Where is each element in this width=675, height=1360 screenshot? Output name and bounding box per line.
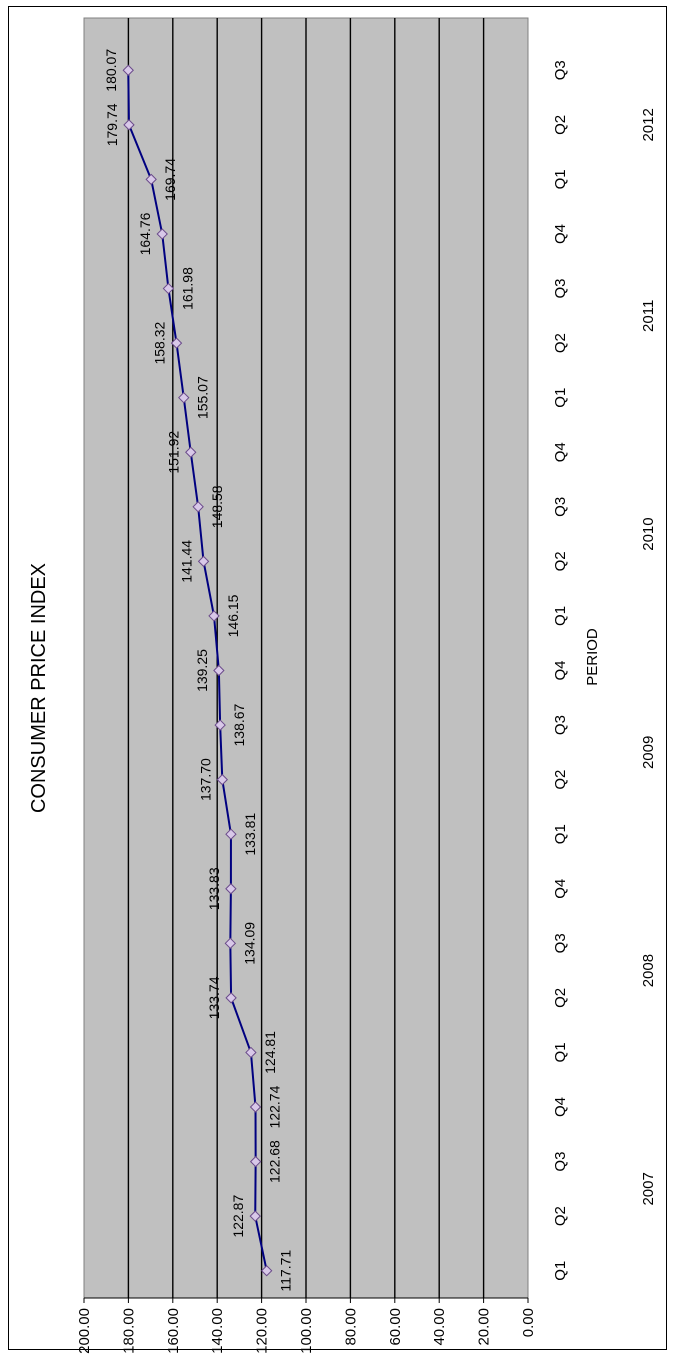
data-label: 155.07 (195, 376, 211, 419)
data-point (156, 228, 168, 240)
year-label: 2007 (640, 1172, 657, 1205)
data-point (162, 282, 175, 295)
x-tick-label: Q1 (552, 824, 569, 844)
data-label: 161.98 (179, 267, 195, 310)
data-label: 141.44 (179, 540, 195, 583)
x-tick-label: Q2 (552, 988, 569, 1008)
data-point (224, 937, 237, 950)
data-label: 124.81 (262, 1031, 278, 1074)
chart-title: CONSUMER PRICE INDEX (28, 563, 50, 813)
x-tick-label: Q4 (552, 1097, 569, 1117)
x-tick-label: Q2 (552, 115, 569, 135)
year-label: 2012 (640, 108, 657, 141)
year-label: 2010 (640, 517, 657, 550)
data-label: 133.83 (206, 867, 222, 910)
data-point (225, 883, 237, 895)
data-point (225, 992, 237, 1004)
x-tick-label: Q2 (552, 551, 569, 571)
x-tick-label: Q3 (552, 933, 569, 953)
data-point (122, 64, 134, 76)
data-point (197, 555, 210, 568)
data-point (245, 1046, 257, 1059)
data-label: 133.81 (242, 813, 258, 856)
data-point (192, 501, 204, 513)
data-point (214, 719, 226, 731)
data-label: 138.67 (231, 703, 247, 746)
data-label: 117.71 (278, 1250, 294, 1292)
data-label: 151.92 (166, 431, 182, 474)
y-tick-label: 80.00 (342, 1308, 359, 1346)
y-tick-label: 60.00 (387, 1308, 404, 1346)
data-point (260, 1265, 273, 1277)
data-label: 158.32 (152, 321, 168, 364)
x-tick-label: Q3 (552, 60, 569, 80)
x-tick-label: Q4 (552, 224, 569, 244)
data-point (225, 828, 237, 840)
year-label: 2011 (640, 300, 657, 332)
data-point (178, 391, 190, 404)
data-label: 164.76 (137, 212, 153, 255)
y-tick-label: 180.00 (120, 1308, 137, 1354)
data-point (208, 610, 220, 622)
data-label: 122.87 (230, 1195, 246, 1238)
y-tick-label: 20.00 (476, 1308, 493, 1346)
data-label: 148.58 (209, 485, 225, 528)
year-label: 2008 (640, 954, 657, 987)
data-label: 134.09 (241, 922, 257, 965)
y-tick-label: 100.00 (298, 1308, 315, 1354)
x-tick-label: Q2 (552, 770, 569, 790)
x-tick-label: Q1 (552, 169, 569, 189)
x-tick-label: Q3 (552, 497, 569, 517)
data-point (249, 1155, 262, 1168)
x-tick-label: Q1 (552, 1042, 569, 1062)
data-label: 133.74 (206, 976, 222, 1019)
data-label: 146.15 (225, 594, 241, 637)
y-tick-label: 200.00 (76, 1308, 93, 1354)
x-tick-label: Q2 (552, 333, 569, 353)
data-point (249, 1210, 261, 1222)
data-point (213, 664, 225, 677)
data-point (123, 119, 135, 131)
data-label: 122.68 (267, 1140, 283, 1183)
x-tick-label: Q4 (552, 442, 569, 462)
data-point (185, 446, 197, 458)
data-label: 122.74 (267, 1085, 283, 1128)
data-point (170, 337, 183, 349)
data-label: 169.74 (162, 158, 178, 201)
data-label: 180.07 (103, 49, 119, 92)
y-tick-label: 160.00 (165, 1308, 182, 1354)
data-point (249, 1101, 262, 1113)
x-tick-label: Q1 (552, 1261, 569, 1281)
x-tick-label: Q4 (552, 660, 569, 680)
data-label: 139.25 (194, 649, 210, 692)
x-tick-label: Q1 (552, 388, 569, 408)
x-tick-label: Q4 (552, 879, 569, 899)
data-label: 137.70 (197, 758, 213, 801)
x-axis-title: PERIOD (584, 628, 601, 686)
y-tick-label: 120.00 (254, 1308, 271, 1354)
x-tick-label: Q3 (552, 1152, 569, 1172)
data-label: 179.74 (104, 103, 120, 146)
y-tick-label: 40.00 (431, 1308, 448, 1346)
x-tick-label: Q3 (552, 715, 569, 735)
year-label: 2009 (640, 736, 657, 769)
y-tick-label: 140.00 (209, 1308, 226, 1354)
x-tick-label: Q2 (552, 1206, 569, 1226)
data-point (145, 173, 157, 186)
data-point (216, 773, 229, 786)
y-tick-label: 0.00 (520, 1308, 537, 1337)
x-tick-label: Q3 (552, 279, 569, 299)
x-tick-label: Q1 (552, 606, 569, 626)
